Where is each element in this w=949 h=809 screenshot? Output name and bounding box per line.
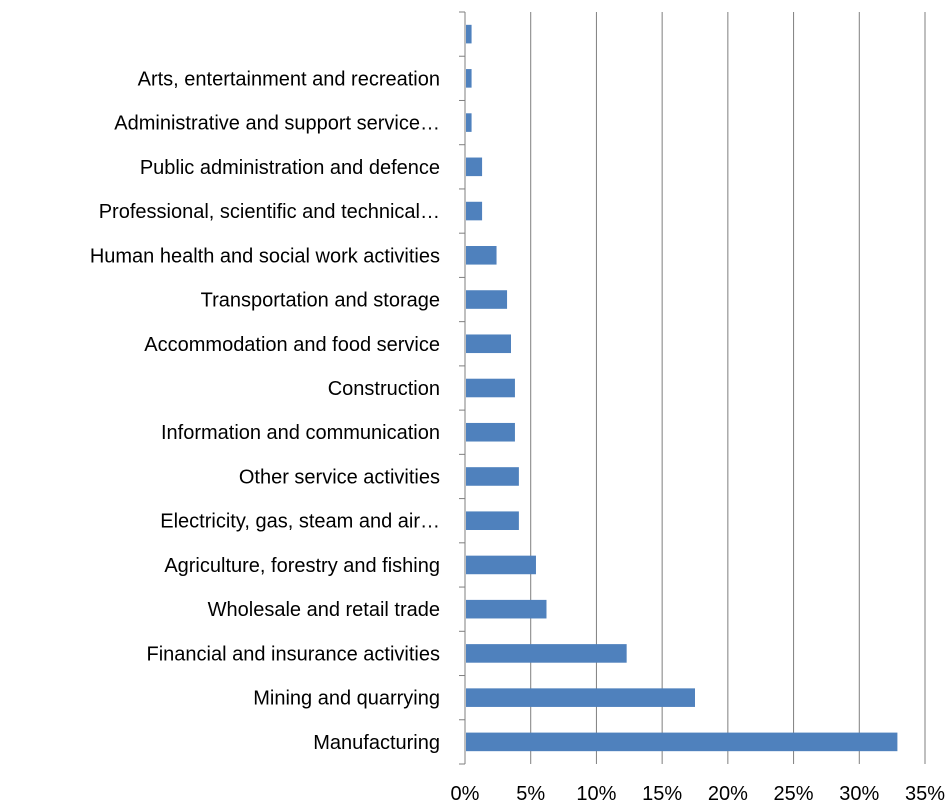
bars: [466, 24, 898, 752]
bar-transportation-and-storage: [466, 290, 508, 309]
bar-arts-entertainment-and-recreation: [466, 69, 472, 88]
bar-manufacturing: [466, 732, 898, 752]
bar-construction: [466, 378, 515, 398]
category-label: Public administration and defence: [140, 157, 440, 179]
category-label: Agriculture, forestry and fishing: [164, 555, 440, 577]
category-label: Professional, scientific and technical…: [99, 201, 440, 223]
bar-financial-and-insurance-activities: [466, 644, 627, 663]
x-tick-label: 20%: [708, 783, 748, 805]
category-label: Mining and quarrying: [253, 688, 440, 710]
bar-human-health-and-social-work-activities: [466, 246, 497, 265]
bar-other-service-activities: [466, 467, 519, 486]
bar-agriculture-forestry-and-fishing: [466, 555, 536, 575]
category-label: Accommodation and food service: [144, 334, 440, 356]
x-tick-label: 15%: [642, 783, 682, 805]
category-label: Manufacturing: [313, 732, 440, 754]
category-axis: [459, 11, 466, 765]
gridlines: [530, 12, 926, 764]
bar-administrative-and-support-service: [466, 113, 472, 132]
bar-unlabeled: [466, 24, 472, 44]
category-labels: Manufacturing Mining and quarrying Financi…: [90, 68, 440, 754]
category-label: Wholesale and retail trade: [208, 599, 440, 621]
bar-electricity-gas-steam-and-air: [466, 511, 519, 530]
bar-wholesale-and-retail-trade: [466, 599, 547, 619]
category-label: Electricity, gas, steam and air…: [160, 511, 440, 533]
bar-public-administration-and-defence: [466, 157, 483, 177]
x-tick-label: 25%: [774, 783, 814, 805]
bar-information-and-communication: [466, 422, 515, 442]
category-label: Financial and insurance activities: [147, 643, 441, 665]
category-label: Construction: [328, 378, 440, 400]
bar-accommodation-and-food-service: [466, 334, 511, 354]
x-tick-label: 35%: [905, 783, 945, 805]
category-label: Information and communication: [161, 422, 440, 444]
x-tick-label: 30%: [839, 783, 879, 805]
x-tick-label: 10%: [576, 783, 616, 805]
category-label: Other service activities: [239, 466, 440, 488]
category-label: Arts, entertainment and recreation: [138, 68, 440, 90]
x-tick-labels: 0% 5% 10% 15% 20% 25% 30% 35%: [451, 783, 946, 805]
category-label: Human health and social work activities: [90, 245, 440, 267]
bar-mining-and-quarrying: [466, 688, 695, 707]
bar-professional-scientific-and-technical: [466, 201, 483, 221]
x-tick-label: 5%: [516, 783, 545, 805]
x-tick-label: 0%: [451, 783, 480, 805]
category-label: Administrative and support service…: [114, 113, 440, 135]
category-label: Transportation and storage: [201, 290, 440, 312]
